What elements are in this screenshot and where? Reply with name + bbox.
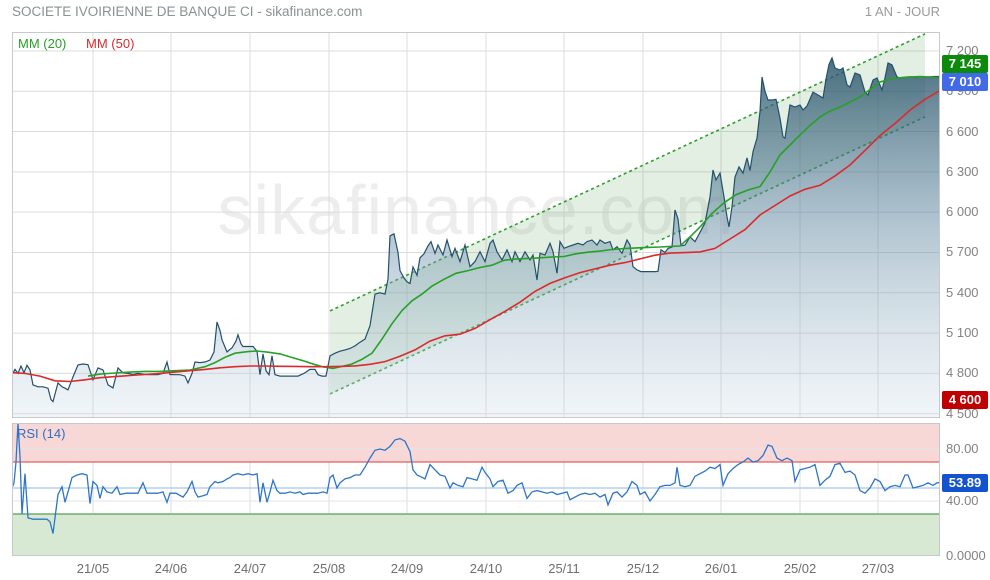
last-price-badge: 7 010 <box>942 73 988 92</box>
x-axis-label: 25/08 <box>312 561 346 576</box>
legend-mm20: MM (20) <box>18 36 67 51</box>
x-axis-label: 24/09 <box>390 561 424 576</box>
y-axis-label: 6 000 <box>946 204 979 220</box>
y-axis-label: 6 600 <box>946 123 979 139</box>
y-axis-label: 4 500 <box>946 405 979 421</box>
y-axis-label: 4 800 <box>946 365 979 381</box>
rsi-axis-label: 0.0000 <box>946 548 986 563</box>
period-high-badge: 7 145 <box>942 55 988 74</box>
x-axis-label: 27/03 <box>861 561 895 576</box>
legend-mm50: MM (50) <box>86 36 135 51</box>
timeframe-label: 1 AN - JOUR <box>864 4 940 19</box>
period-low-badge: 4 600 <box>942 391 988 410</box>
x-axis-label: 25/12 <box>626 561 660 576</box>
watermark: sikafinance.com <box>217 171 735 249</box>
y-axis-label: 6 300 <box>946 163 979 179</box>
x-axis-label: 24/07 <box>233 561 267 576</box>
chart-legend: MM (20) MM (50) <box>18 36 150 51</box>
y-axis-label: 7 200 <box>946 42 979 58</box>
rsi-axis-label: 80.00 <box>946 441 979 456</box>
x-axis-label: 25/11 <box>548 561 580 576</box>
y-axis-label: 5 400 <box>946 284 979 300</box>
x-axis-label: 25/02 <box>783 561 817 576</box>
x-axis-label: 24/10 <box>469 561 503 576</box>
rsi-value-badge: 53.89 <box>942 473 988 492</box>
x-axis-label: 26/01 <box>704 561 738 576</box>
x-axis-label: 21/05 <box>76 561 110 576</box>
price-chart[interactable] <box>12 32 940 418</box>
rsi-axis-label: 40.00 <box>946 493 979 508</box>
y-axis-label: 5 100 <box>946 325 979 341</box>
rsi-chart[interactable] <box>12 423 940 556</box>
rsi-indicator-label: RSI (14) <box>17 426 66 441</box>
page-title: SOCIETE IVOIRIENNE DE BANQUE CI - sikafi… <box>12 4 363 19</box>
y-axis-label: 5 700 <box>946 244 979 260</box>
x-axis-label: 24/06 <box>154 561 188 576</box>
